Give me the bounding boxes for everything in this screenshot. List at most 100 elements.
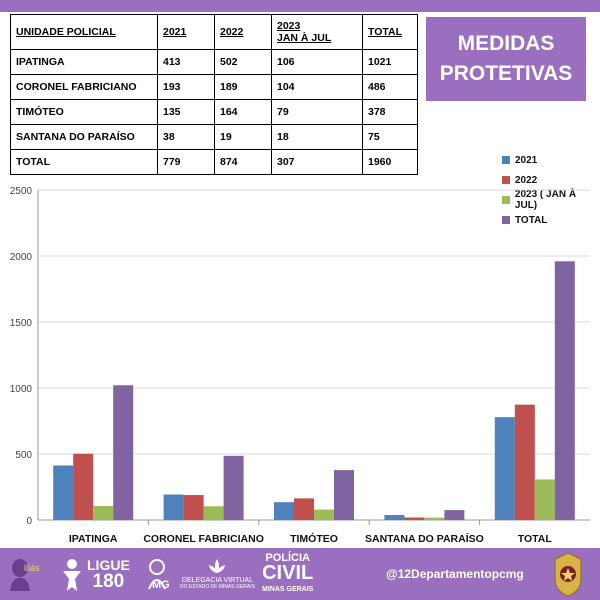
- header-2022: 2022: [214, 14, 272, 50]
- table-row-total: TOTAL 779 874 307 1960: [10, 149, 418, 175]
- policia-civil-logo: POLÍCIA CIVIL MINAS GERAIS: [262, 548, 313, 600]
- legend-label: TOTAL: [515, 214, 548, 226]
- bar: [554, 261, 575, 520]
- legend-swatch: [502, 216, 510, 224]
- bar: [384, 514, 405, 520]
- instagram-handle: @12Departamentopcmg: [386, 567, 524, 581]
- row-2022: 874: [214, 149, 272, 175]
- x-tick-label: TIMÓTEO: [290, 532, 338, 545]
- row-unit: SANTANA DO PARAÍSO: [10, 124, 158, 150]
- bar: [494, 417, 515, 520]
- y-tick-label: 0: [26, 516, 32, 527]
- police-badge-logo: [552, 548, 584, 600]
- mg-logo: MG: [146, 548, 170, 600]
- row-2023: 18: [271, 124, 363, 150]
- civil-text: CIVIL: [262, 562, 314, 584]
- legend-swatch: [502, 196, 510, 204]
- row-2023: 104: [271, 74, 363, 100]
- top-purple-bar: [0, 0, 600, 12]
- row-2023: 79: [271, 99, 363, 125]
- bar: [73, 453, 94, 520]
- table-row: IPATINGA 413 502 106 1021: [10, 49, 418, 75]
- delegacia-text: DELEGACIA VIRTUAL: [181, 577, 253, 584]
- person-icon: [63, 559, 81, 591]
- row-2021: 38: [157, 124, 215, 150]
- title-line-2: PROTETIVAS: [439, 62, 573, 85]
- bar: [404, 517, 425, 520]
- mg-text: MG: [152, 579, 170, 591]
- policia-text: POLÍCIA: [265, 552, 310, 564]
- bar: [294, 498, 314, 520]
- row-2022: 164: [214, 99, 272, 125]
- bar: [424, 517, 445, 520]
- legend-label: 2022: [515, 174, 538, 186]
- row-unit: TIMÓTEO: [10, 99, 158, 125]
- row-2023: 307: [271, 149, 363, 175]
- row-2022: 189: [214, 74, 272, 100]
- row-unit: IPATINGA: [10, 49, 158, 75]
- y-tick-label: 2000: [10, 252, 33, 263]
- y-tick-label: 500: [15, 450, 32, 461]
- woman-silhouette-icon: [10, 559, 30, 591]
- legend-swatch: [502, 176, 510, 184]
- bar: [203, 506, 224, 520]
- delegacia-virtual-logo: DELEGACIA VIRTUAL DO ESTADO DE MINAS GER…: [180, 548, 255, 600]
- header-2021: 2021: [157, 14, 215, 50]
- x-tick-label: CORONEL FABRICIANO: [143, 533, 264, 545]
- ligue-180-logo: LIGUE 180: [60, 548, 130, 600]
- stats-table: UNIDADE POLICIAL 2021 2022 2023 JAN À JUL…: [10, 14, 418, 175]
- row-2022: 502: [214, 49, 272, 75]
- legend-label: 2021: [515, 154, 538, 166]
- bar: [93, 506, 114, 520]
- header-unit: UNIDADE POLICIAL: [10, 14, 158, 50]
- chart-legend: 2021 2022 2023 ( JAN À JUL) TOTAL: [502, 150, 600, 230]
- x-tick-label: IPATINGA: [69, 533, 118, 545]
- header-2023-year: 2023: [277, 20, 301, 32]
- title-box: MEDIDAS PROTETIVAS: [426, 17, 586, 101]
- header-total: TOTAL: [362, 14, 418, 50]
- bar: [534, 479, 555, 520]
- row-unit: CORONEL FABRICIANO: [10, 74, 158, 100]
- row-2023: 106: [271, 49, 363, 75]
- row-total: 1021: [362, 49, 418, 75]
- bar: [113, 385, 134, 520]
- bar: [163, 494, 184, 520]
- x-tick-label: TOTAL: [518, 533, 553, 545]
- header-2023: 2023 JAN À JUL: [271, 14, 363, 50]
- lilas-logo: lilás: [8, 548, 40, 600]
- row-2021: 135: [157, 99, 215, 125]
- header-2023-period: JAN À JUL: [277, 32, 332, 44]
- row-total: 1960: [362, 149, 418, 175]
- row-2021: 413: [157, 49, 215, 75]
- y-tick-label: 1000: [10, 384, 33, 395]
- row-unit: TOTAL: [10, 149, 158, 175]
- row-total: 378: [362, 99, 418, 125]
- x-tick-label: SANTANA DO PARAÍSO: [365, 532, 484, 545]
- bar: [444, 510, 465, 520]
- legend-item: TOTAL: [502, 210, 600, 230]
- table-row: CORONEL FABRICIANO 193 189 104 486: [10, 74, 418, 100]
- legend-item: 2022: [502, 170, 600, 190]
- footer-bar: lilás LIGUE 180 MG DELEGACIA VIRTUAL DO …: [0, 548, 600, 600]
- table-row: TIMÓTEO 135 164 79 378: [10, 99, 418, 125]
- bar: [274, 502, 294, 520]
- mg-woman-icon: [148, 559, 166, 590]
- bar: [183, 495, 204, 520]
- title-line-1: MEDIDAS: [457, 32, 555, 55]
- row-2021: 193: [157, 74, 215, 100]
- row-total: 75: [362, 124, 418, 150]
- legend-item: 2023 ( JAN À JUL): [502, 189, 600, 211]
- bar: [334, 470, 354, 520]
- minas-text: MINAS GERAIS: [262, 586, 314, 593]
- bar: [53, 465, 74, 520]
- table-header-row: UNIDADE POLICIAL 2021 2022 2023 JAN À JUL…: [10, 14, 418, 50]
- bar-chart: 0 500 1000 1500 2000 2500 IPATINGA CORONEL FABR…: [10, 186, 590, 545]
- delegacia-subtext: DO ESTADO DE MINAS GERAIS: [180, 584, 255, 590]
- bar: [314, 509, 334, 520]
- bar: [223, 455, 244, 520]
- lilas-text: lilás: [24, 562, 40, 573]
- table-row: SANTANA DO PARAÍSO 38 19 18 75: [10, 124, 418, 150]
- lotus-icon: [209, 559, 226, 573]
- police-badge-icon: [554, 552, 582, 597]
- row-total: 486: [362, 74, 418, 100]
